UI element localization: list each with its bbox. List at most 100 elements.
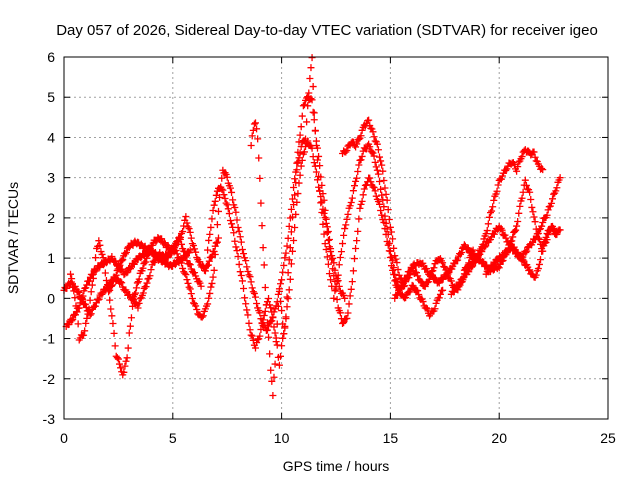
data-point [327, 276, 335, 284]
data-point [342, 221, 350, 229]
data-point [354, 168, 362, 176]
data-point [329, 254, 337, 262]
data-point [102, 276, 110, 284]
data-point [75, 288, 83, 296]
data-point [498, 226, 506, 234]
data-point [358, 126, 366, 134]
data-point [147, 266, 155, 274]
data-point [296, 149, 304, 157]
data-point [340, 319, 348, 327]
data-point [378, 161, 386, 169]
data-point [538, 222, 546, 230]
data-point [86, 296, 94, 304]
data-point [185, 283, 193, 291]
data-point [303, 118, 311, 126]
data-point [233, 216, 241, 224]
data-point [393, 278, 401, 286]
data-point [543, 211, 551, 219]
y-tick-label: -2 [43, 371, 56, 387]
data-point [379, 167, 387, 175]
series-track [204, 137, 403, 369]
data-point [211, 242, 219, 250]
series-track [460, 174, 564, 274]
data-point [246, 273, 254, 281]
data-point [111, 342, 119, 350]
data-point [523, 247, 531, 255]
data-point [265, 333, 273, 341]
data-point [348, 278, 356, 286]
data-point [283, 242, 291, 250]
data-point [398, 283, 406, 291]
y-tick-label: 5 [47, 89, 55, 105]
data-point [231, 237, 239, 245]
y-tick-label: 4 [47, 129, 55, 145]
data-point [74, 320, 82, 328]
data-point [381, 212, 389, 220]
data-point [321, 214, 329, 222]
data-point [109, 320, 117, 327]
data-point [353, 174, 361, 182]
data-point [67, 270, 75, 278]
data-point [316, 187, 324, 195]
data-point [368, 148, 376, 156]
data-point [224, 205, 232, 213]
data-point [409, 282, 417, 290]
x-axis-label: GPS time / hours [283, 458, 390, 474]
data-point [539, 166, 547, 174]
data-point [319, 205, 327, 213]
data-point [208, 252, 216, 260]
data-point [226, 184, 234, 192]
data-point [419, 298, 427, 306]
data-point [308, 54, 316, 62]
data-point [225, 210, 233, 218]
data-point [242, 300, 250, 308]
data-point [493, 187, 501, 195]
data-point [333, 278, 341, 286]
data-point [370, 133, 378, 141]
data-point [122, 250, 130, 258]
data-point [278, 307, 286, 315]
data-point [386, 223, 394, 231]
data-point [481, 243, 489, 251]
data-point [88, 281, 96, 289]
data-point [549, 222, 557, 230]
data-point [432, 299, 440, 307]
data-point [350, 182, 358, 190]
data-point [309, 153, 317, 161]
data-point [267, 366, 275, 374]
data-point [65, 321, 73, 329]
data-point [311, 162, 319, 170]
data-point [209, 273, 217, 281]
data-point [87, 288, 95, 296]
data-point [186, 285, 194, 293]
data-point [317, 193, 325, 201]
data-point [237, 272, 245, 280]
data-point [393, 291, 401, 299]
data-point [378, 211, 386, 219]
data-point [349, 187, 357, 195]
data-point [261, 307, 269, 315]
data-point [323, 229, 331, 237]
data-point [552, 187, 560, 195]
data-point [352, 177, 360, 185]
data-point [382, 190, 390, 198]
data-point [435, 294, 443, 302]
data-point [402, 294, 410, 302]
data-point [345, 300, 353, 308]
data-point [270, 373, 278, 381]
data-point [355, 161, 363, 169]
data-point [243, 306, 251, 314]
data-point [132, 284, 140, 292]
data-point [359, 191, 367, 199]
data-point [413, 269, 421, 277]
data-point [290, 201, 298, 209]
data-point [287, 260, 295, 268]
data-point [355, 215, 363, 223]
data-point [205, 236, 213, 244]
data-point [367, 124, 375, 132]
data-point [514, 249, 522, 257]
data-point [337, 248, 345, 256]
data-point [502, 166, 510, 174]
data-point [509, 233, 517, 241]
y-axis-label: SDTVAR / TECUs [5, 182, 21, 294]
